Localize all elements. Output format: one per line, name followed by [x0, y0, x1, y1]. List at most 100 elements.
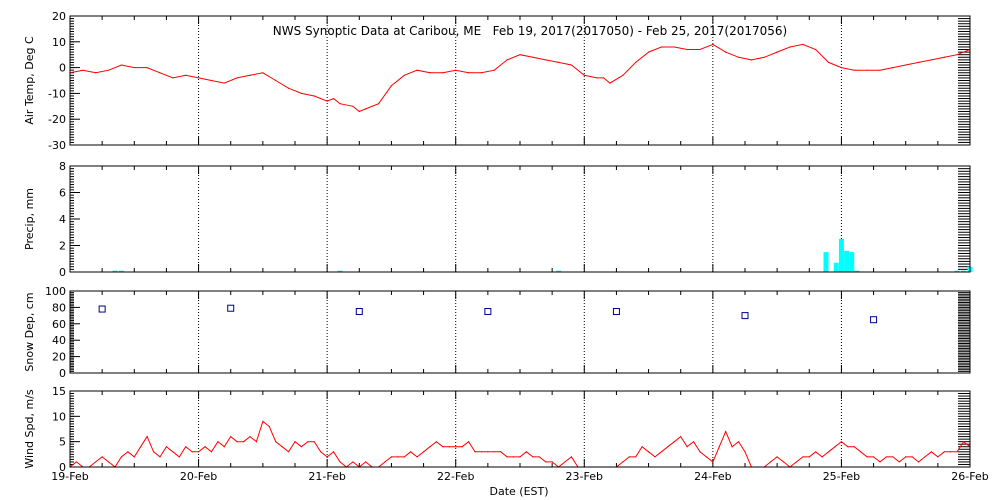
- x-tick-label: 22-Feb: [437, 470, 474, 483]
- wind-speed-data-point: [885, 456, 888, 458]
- wind-speed-data-point: [120, 456, 123, 458]
- air-temp-data-point: [300, 92, 303, 94]
- wind-speed-data-point: [667, 446, 669, 448]
- snow-depth-y-tick-label: 60: [52, 318, 66, 331]
- wind-speed-data-point: [320, 451, 322, 453]
- snow-depth-y-tick-label: 100: [45, 285, 66, 298]
- x-tick-label: 25-Feb: [823, 470, 860, 483]
- air-temp-data-point: [827, 61, 830, 64]
- wind-speed-data-point: [512, 456, 515, 458]
- wind-speed-data-point: [570, 456, 573, 458]
- wind-speed-data-point: [262, 420, 264, 422]
- precip-y-tick-label: 6: [59, 187, 66, 200]
- air-temp-data-point: [493, 69, 495, 71]
- air-temp-data-point: [519, 54, 521, 56]
- chart-title: NWS Synoptic Data at Caribou, ME Feb 19,…: [273, 24, 788, 38]
- snow-depth-y-tick-label: 0: [59, 367, 66, 380]
- wind-speed-data-point: [641, 446, 643, 448]
- precip-bar: [823, 252, 829, 272]
- air-temp-data-point: [442, 72, 444, 74]
- air-temp-data-point: [660, 46, 663, 48]
- wind-speed-data-point: [699, 451, 701, 453]
- wind-speed-data-point: [879, 461, 881, 463]
- wind-speed-data-point: [538, 456, 540, 458]
- air-temp-data-point: [602, 77, 605, 79]
- air-temp-data-point: [352, 105, 354, 107]
- wind-speed-data-point: [474, 451, 476, 453]
- air-temp-data-point: [879, 69, 881, 71]
- air-temp-data-point: [956, 54, 958, 56]
- air-temp-data-point: [815, 48, 817, 51]
- wind-speed-data-point: [403, 456, 405, 458]
- wind-speed-data-point: [242, 441, 245, 443]
- snow-depth-marker: [612, 308, 620, 315]
- air-temp-data-point: [583, 74, 585, 76]
- wind-speed-data-point: [692, 441, 695, 443]
- air-temp-data-point: [532, 56, 534, 58]
- wind-speed-data-point: [461, 446, 463, 448]
- air-temp-data-point: [197, 77, 200, 79]
- wind-speed-data-point: [705, 456, 708, 458]
- air-temp-data-point: [506, 59, 508, 61]
- air-temp-data-point: [133, 67, 135, 69]
- air-temp-data-point: [943, 56, 945, 58]
- air-temp-data-point: [776, 51, 778, 53]
- precip-bar: [849, 252, 855, 272]
- wind-speed-data-point: [808, 456, 810, 458]
- wind-speed-data-point: [770, 461, 772, 463]
- air-temp-data-point: [737, 56, 740, 58]
- air-temp-data-point: [95, 72, 97, 74]
- air-temp-y-tick-label: -20: [48, 113, 66, 126]
- precip-panel: 0 2 4 6 8 Precip, mm: [23, 160, 973, 279]
- wind-speed-y-tick-label: 10: [52, 410, 66, 423]
- wind-speed-data-point: [937, 456, 939, 458]
- air-temp-data-point: [609, 82, 611, 84]
- wind-speed-data-point: [731, 446, 733, 448]
- wind-speed-data-point: [435, 441, 438, 443]
- wind-speed-data-point: [635, 456, 637, 458]
- wind-speed-data-point: [821, 456, 823, 458]
- wind-speed-data-point: [551, 461, 553, 463]
- wind-speed-data-point: [840, 441, 843, 443]
- wind-speed-data-point: [397, 456, 399, 458]
- air-temp-data-point: [339, 103, 341, 105]
- air-temp-data-point: [326, 100, 328, 102]
- air-temp-data-point: [647, 51, 650, 53]
- air-temp-data-point: [840, 67, 843, 69]
- air-temp-data-point: [635, 61, 637, 64]
- air-temp-data-point: [185, 74, 187, 76]
- air-temp-data-point: [699, 48, 701, 51]
- wind-speed-data-point: [197, 451, 200, 453]
- air-temp-data-point: [390, 85, 393, 87]
- wind-speed-data-point: [455, 446, 457, 448]
- precip-frame: [69, 165, 971, 273]
- air-temp-data-point: [275, 79, 277, 82]
- wind-speed-data-point: [712, 461, 714, 463]
- air-temp-panel: -30 -20 -10 0 10 20 Air Temp, Deg C: [23, 10, 971, 152]
- wind-speed-data-point: [281, 446, 283, 448]
- snow-depth-marker: [484, 308, 492, 315]
- wind-speed-data-point: [185, 446, 187, 448]
- wind-speed-data-point: [172, 451, 174, 453]
- air-temp-data-point: [570, 64, 573, 66]
- snow-depth-y-tick-label: 20: [52, 351, 66, 364]
- wind-speed-data-point: [622, 461, 624, 463]
- air-temp-data-point: [712, 43, 714, 45]
- wind-speed-data-point: [866, 456, 868, 458]
- wind-speed-y-tick-label: 5: [59, 436, 66, 449]
- air-temp-y-tick-label: -30: [48, 139, 66, 152]
- wind-speed-data-point: [898, 461, 900, 463]
- air-temp-data-point: [287, 87, 290, 89]
- wind-speed-data-point: [815, 451, 817, 453]
- wind-speed-data-point: [628, 456, 630, 458]
- precip-bar: [844, 250, 850, 272]
- wind-speed-data-point: [268, 425, 270, 428]
- precip-bar: [954, 270, 960, 272]
- wind-speed-data-point: [744, 451, 746, 453]
- wind-speed-data-point: [152, 451, 155, 453]
- wind-speed-data-point: [191, 451, 193, 453]
- wind-speed-data-point: [686, 446, 688, 448]
- air-temp-data-point: [750, 59, 753, 61]
- wind-speed-data-point: [847, 446, 849, 448]
